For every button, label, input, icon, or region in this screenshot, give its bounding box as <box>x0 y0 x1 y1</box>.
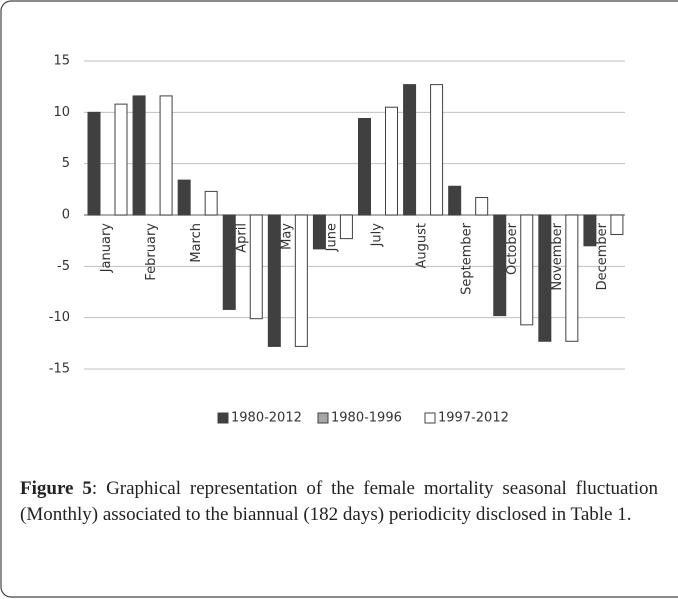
bar <box>565 214 579 342</box>
bar <box>583 214 597 247</box>
bar <box>222 214 236 310</box>
x-tick-label: November <box>550 222 565 290</box>
legend-swatch <box>424 412 436 424</box>
bar <box>403 84 417 216</box>
bar <box>132 95 146 216</box>
bar <box>358 117 371 216</box>
bar <box>610 214 624 236</box>
caption-text: : Graphical representation of the female… <box>20 478 658 525</box>
bar <box>204 190 218 216</box>
caption-label: Figure 5 <box>20 478 92 499</box>
legend-label: 1980-1996 <box>331 411 402 426</box>
y-tick-label: -5 <box>57 259 70 274</box>
bar <box>249 214 263 320</box>
bar <box>114 103 128 216</box>
x-tick-label: July <box>370 223 385 248</box>
legend-label: 1980-2012 <box>231 411 302 426</box>
bar <box>475 197 489 216</box>
x-tick-label: August <box>415 223 430 269</box>
legend-label: 1997-2012 <box>438 411 509 426</box>
bar <box>538 214 552 342</box>
bar <box>520 214 534 326</box>
x-tick-label: May <box>279 223 294 250</box>
x-tick-label: June <box>324 223 339 252</box>
bar <box>159 95 173 216</box>
y-tick-label: 10 <box>53 105 70 120</box>
y-tick-label: 0 <box>62 208 70 223</box>
bar <box>493 214 507 317</box>
y-tick-label: 15 <box>53 54 70 69</box>
bar <box>339 214 353 240</box>
bar <box>385 106 398 216</box>
y-tick-label: -15 <box>49 362 70 377</box>
x-tick-label: December <box>595 222 610 290</box>
legend-swatch <box>317 412 329 424</box>
y-tick-label: 5 <box>62 156 70 171</box>
bar <box>177 179 191 216</box>
bar <box>448 185 462 216</box>
legend-swatch <box>217 412 229 424</box>
x-tick-label: March <box>189 223 204 263</box>
caption: Figure 5: Graphical representation of th… <box>20 476 658 528</box>
x-tick-label: April <box>234 223 249 253</box>
bar <box>294 214 308 347</box>
bar <box>87 111 101 216</box>
bar <box>312 214 326 250</box>
bar <box>267 214 281 347</box>
bar <box>430 84 444 216</box>
x-tick-label: January <box>99 223 114 274</box>
x-tick-label: September <box>460 222 475 295</box>
x-tick-label: October <box>505 222 520 275</box>
y-tick-label: -10 <box>49 310 70 325</box>
x-tick-label: February <box>144 223 159 281</box>
